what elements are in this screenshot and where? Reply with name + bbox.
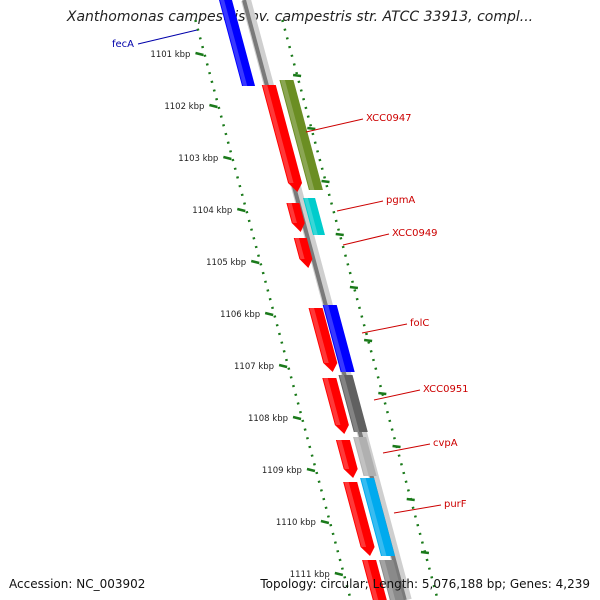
leader-line — [342, 233, 390, 246]
leader-line — [336, 200, 384, 212]
outer-tick-4 — [349, 285, 359, 290]
feature-XCC0949 — [293, 238, 313, 268]
tick-10: 1111 kbp — [290, 570, 344, 580]
leader-line — [373, 389, 421, 401]
map-title: Xanthomonas campestris pv. campestris st… — [66, 9, 534, 25]
gene-labels: fecA XCC0947 pgmA XCC0949 folC XCC0951 cvpA pur… — [112, 29, 469, 514]
tick-label: 1108 kbp — [248, 414, 288, 424]
gene-name: purF — [444, 499, 467, 510]
outer-tick-5 — [363, 338, 373, 343]
gene-name: fecA — [112, 39, 134, 50]
feature-pgmA — [303, 198, 325, 235]
outer-tick-6 — [378, 391, 387, 396]
feature-cds-2 — [286, 203, 305, 232]
feature-folC — [322, 305, 355, 372]
genome-summary: Topology: circular; Length: 5,076,188 bp… — [260, 577, 590, 591]
leader-line — [137, 29, 198, 45]
tick-4: 1105 kbp — [206, 258, 260, 268]
feature-cvpA — [353, 437, 377, 476]
tick-label: 1101 kbp — [150, 50, 190, 60]
gene-label-XCC0949: XCC0949 — [342, 228, 438, 246]
feature-XCC0951 — [338, 375, 368, 432]
tick-8: 1109 kbp — [262, 466, 316, 476]
gene-label-XCC0947: XCC0947 — [305, 113, 412, 133]
gene-label-purF: purF — [393, 499, 467, 514]
feature-cds-6 — [343, 482, 375, 556]
tick-1: 1102 kbp — [164, 102, 218, 112]
tick-7: 1108 kbp — [248, 414, 302, 424]
accession-text: Accession: NC_003902 — [9, 577, 146, 591]
tick-label: 1102 kbp — [164, 102, 204, 112]
tick-label: 1105 kbp — [206, 258, 246, 268]
feature-cds-7 — [362, 560, 387, 600]
feature-gray-end — [379, 560, 404, 600]
tick-9: 1110 kbp — [276, 518, 330, 528]
gene-name: cvpA — [433, 438, 458, 449]
feature-cds-3 — [308, 308, 338, 372]
gene-label-pgmA: pgmA — [336, 195, 415, 212]
outer-tick-2 — [321, 179, 330, 184]
tick-label: 1104 kbp — [192, 206, 232, 216]
features — [219, 0, 404, 600]
gene-name: XCC0951 — [423, 384, 469, 395]
feature-XCC0947 — [279, 80, 323, 190]
leader-line — [305, 118, 364, 133]
tick-label: 1109 kbp — [262, 466, 302, 476]
tick-3: 1104 kbp — [192, 206, 246, 216]
feature-cds-5 — [335, 440, 358, 478]
tick-label: 1110 kbp — [276, 518, 316, 528]
feature-cds-1 — [261, 85, 303, 192]
gene-label-XCC0951: XCC0951 — [373, 384, 469, 401]
feature-purF — [360, 478, 396, 556]
tick-5: 1106 kbp — [220, 310, 274, 320]
tick-label: 1107 kbp — [234, 362, 274, 372]
leader-line — [393, 504, 442, 514]
feature-cds-4 — [322, 378, 349, 434]
outer-tick-1 — [307, 126, 316, 131]
gene-name: XCC0947 — [366, 113, 412, 124]
gene-label-fecA: fecA — [112, 29, 198, 50]
outer-tick-3 — [335, 232, 344, 237]
outer-tick-9 — [420, 550, 430, 555]
scale-ticks: 1101 kbp 1102 kbp 1103 kbp 1104 kbp 1105 kbp… — [150, 50, 430, 580]
tick-label: 1111 kbp — [290, 570, 330, 580]
gene-name: folC — [410, 318, 429, 329]
gene-name: pgmA — [386, 195, 415, 206]
feature-fecA — [219, 0, 256, 86]
tick-0: 1101 kbp — [150, 50, 204, 60]
tick-6: 1107 kbp — [234, 362, 288, 372]
dotted-rings — [194, 19, 440, 600]
tick-label: 1106 kbp — [220, 310, 260, 320]
gene-label-folC: folC — [361, 318, 429, 334]
tick-label: 1103 kbp — [178, 154, 218, 164]
dotted-ring-1 — [281, 19, 440, 600]
gene-label-cvpA: cvpA — [382, 438, 458, 454]
gene-name: XCC0949 — [392, 228, 438, 239]
outer-tick-8 — [406, 497, 415, 502]
dotted-ring-0 — [194, 19, 353, 600]
leader-line — [382, 443, 431, 454]
outer-tick-7 — [392, 444, 401, 449]
leader-line — [361, 323, 408, 334]
tick-2: 1103 kbp — [178, 154, 232, 164]
outer-tick-0 — [292, 73, 302, 78]
